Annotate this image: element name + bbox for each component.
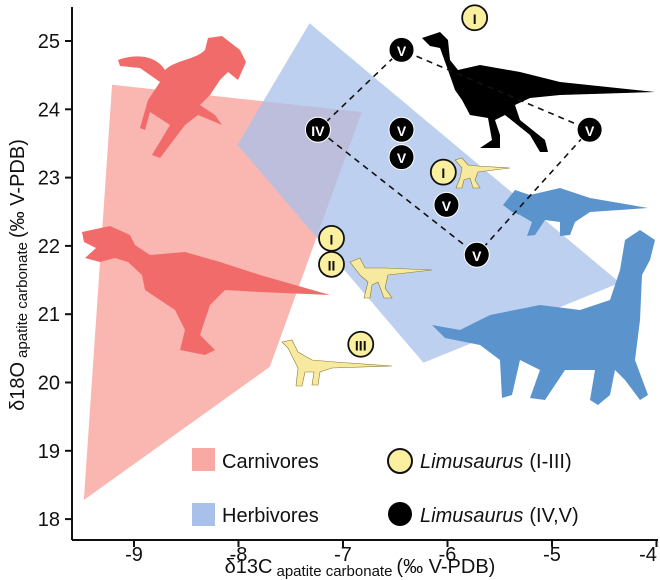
y-tick-label: 18	[38, 509, 60, 531]
point-marker	[429, 158, 457, 186]
y-axis-label: δ18O apatite carbonate (‰ V-PDB)	[7, 139, 31, 411]
limusaurus-juvenile-point: III	[347, 330, 375, 358]
y-axis-label-sub: apatite carbonate	[14, 242, 31, 358]
point-marker	[433, 191, 460, 218]
point-label: V	[442, 198, 452, 214]
legend-limusaurus-adult-range: (IV,V)	[529, 505, 578, 527]
point-marker	[318, 224, 345, 252]
limusaurus-juvenile-point: II	[318, 250, 345, 278]
point-label: III	[355, 337, 367, 353]
point-label: I	[473, 11, 477, 27]
legend-limusaurus-adult-label: Limusaurus (IV,V)	[420, 505, 579, 527]
x-tick-label: -7	[334, 544, 352, 566]
point-marker	[388, 116, 415, 143]
sauropod-silhouette	[432, 230, 655, 405]
y-tick-label: 20	[38, 373, 60, 395]
x-tick-label: -9	[125, 544, 143, 566]
point-marker	[463, 241, 490, 268]
point-label: I	[441, 165, 445, 181]
limusaurus-adult-point: IV	[304, 116, 331, 143]
y-axis-label-main: δ18O	[7, 362, 29, 411]
tyrannosaur-silhouette	[82, 226, 330, 355]
legend-herbivores-swatch	[192, 503, 215, 526]
legend-limusaurus-juvenile-marker	[387, 448, 413, 474]
limusaurus-adult-point: V	[433, 191, 460, 218]
legend-limusaurus-juvenile-label: Limusaurus (I-III)	[420, 451, 572, 473]
point-label: V	[472, 248, 482, 264]
region-herbivores	[237, 23, 620, 363]
x-axis-label: δ13C apatite carbonate (‰ V-PDB)	[225, 556, 496, 580]
dilophosaurus-silhouette	[118, 36, 246, 158]
y-tick-label: 19	[38, 441, 60, 463]
x-axis-label-sub: apatite carbonate	[277, 563, 393, 580]
point-label: IV	[311, 123, 325, 139]
limusaurus-adult-silhouette	[422, 32, 655, 152]
limusaurus-adult-point: V	[388, 144, 415, 171]
legend: Carnivores Herbivores Limusaurus (I-III)…	[192, 448, 579, 527]
x-ticks: -9 -8 -7 -6 -5 -4	[125, 540, 658, 566]
regions	[83, 23, 620, 500]
limusaurus-adult-point: V	[463, 241, 490, 268]
x-tick-label: -5	[543, 544, 561, 566]
point-marker	[388, 144, 415, 171]
y-tick-label: 24	[38, 99, 60, 121]
x-tick-label: -8	[230, 544, 248, 566]
limusaurus-juvenile-silhouettes	[281, 157, 511, 387]
point-marker	[576, 116, 603, 143]
small-herbivore-silhouette	[503, 188, 648, 236]
y-axis-label-unit: (‰ V-PDB)	[7, 139, 29, 238]
legend-limusaurus-adult-marker	[388, 502, 412, 526]
x-tick-label: -6	[439, 544, 457, 566]
legend-limusaurus-juvenile-range: (I-III)	[529, 451, 571, 473]
limusaurus-adult-point: V	[388, 36, 415, 63]
point-marker	[347, 330, 375, 358]
y-tick-label: 25	[38, 31, 60, 53]
point-marker	[388, 36, 415, 63]
y-tick-label: 21	[38, 304, 60, 326]
point-marker	[318, 250, 345, 278]
legend-carnivores-label: Carnivores	[222, 451, 319, 473]
y-tick-label: 22	[38, 236, 60, 258]
point-label: V	[397, 43, 407, 59]
y-tick-label: 23	[38, 168, 60, 190]
point-label: V	[397, 150, 407, 166]
limusaurus-juvenile-point: I	[461, 4, 489, 32]
limusaurus-adult-point: V	[576, 116, 603, 143]
point-marker	[461, 4, 489, 32]
limusaurus-adult-point: V	[388, 116, 415, 143]
limusaurus-juvenile-point: I	[429, 158, 457, 186]
point-marker	[304, 116, 331, 143]
limusaurus-juvenile-point: I	[318, 224, 345, 252]
point-label: V	[585, 123, 595, 139]
legend-herbivores-label: Herbivores	[222, 505, 319, 527]
point-label: I	[330, 231, 334, 247]
x-axis-label-unit: (‰ V-PDB)	[396, 556, 495, 578]
legend-carnivores-swatch	[192, 448, 215, 471]
point-label: II	[328, 257, 336, 273]
legend-limusaurus-juvenile-name: Limusaurus	[420, 451, 523, 473]
y-ticks: 18 19 20 21 22 23 24 25	[38, 31, 72, 531]
legend-limusaurus-adult-name: Limusaurus	[420, 505, 523, 527]
x-axis-label-main: δ13C	[225, 556, 273, 578]
point-label: V	[397, 123, 407, 139]
x-tick-label: -4	[639, 544, 657, 566]
